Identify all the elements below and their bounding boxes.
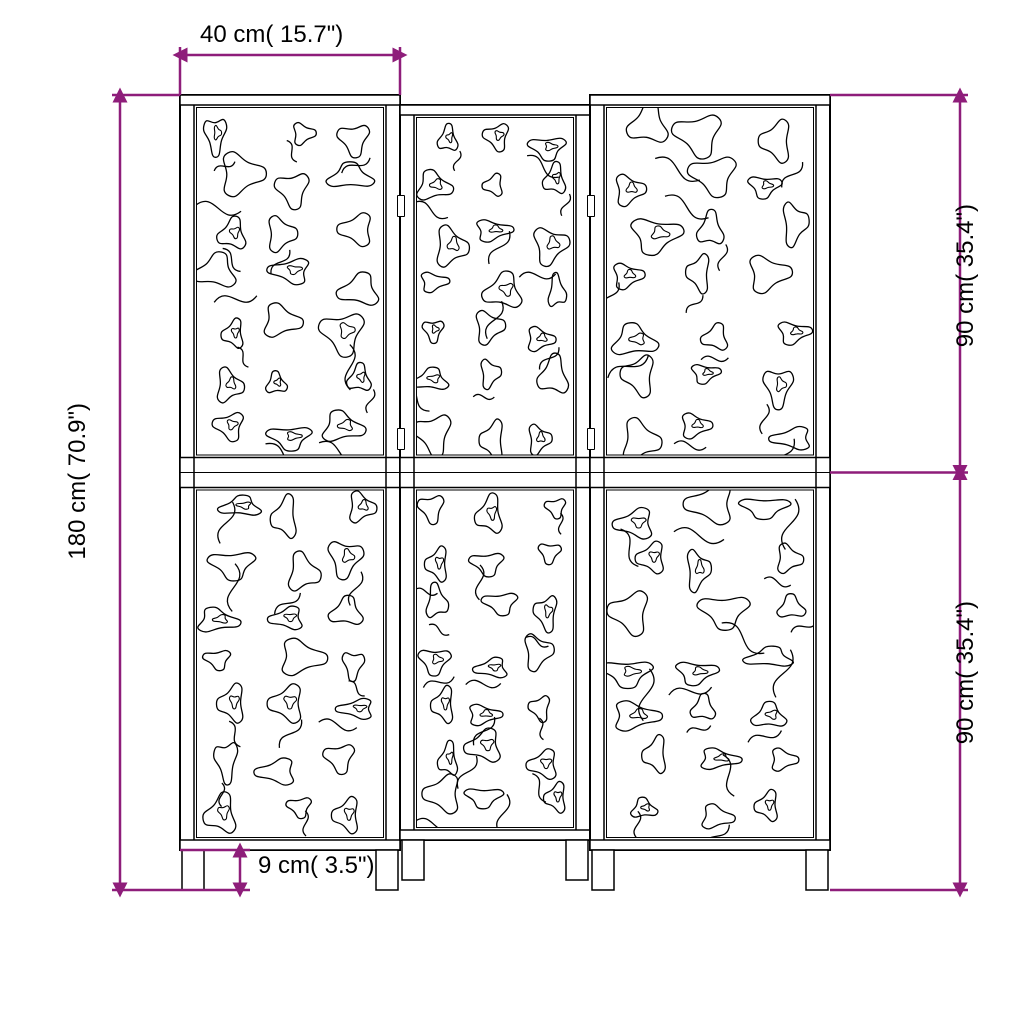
technical-drawing: [0, 0, 1024, 1024]
dimension-label: 90 cm( 35.4"): [952, 601, 980, 744]
dimension-label: 180 cm( 70.9"): [64, 403, 92, 560]
hinge: [587, 428, 595, 450]
hinge: [397, 195, 405, 217]
dimension-label: 40 cm( 15.7"): [200, 21, 343, 49]
dimension-label: 90 cm( 35.4"): [952, 204, 980, 347]
dimension-label: 9 cm( 3.5"): [258, 852, 375, 880]
hinge: [397, 428, 405, 450]
diagram-stage: 40 cm( 15.7") 180 cm( 70.9") 90 cm( 35.4")…: [0, 0, 1024, 1024]
hinge: [587, 195, 595, 217]
